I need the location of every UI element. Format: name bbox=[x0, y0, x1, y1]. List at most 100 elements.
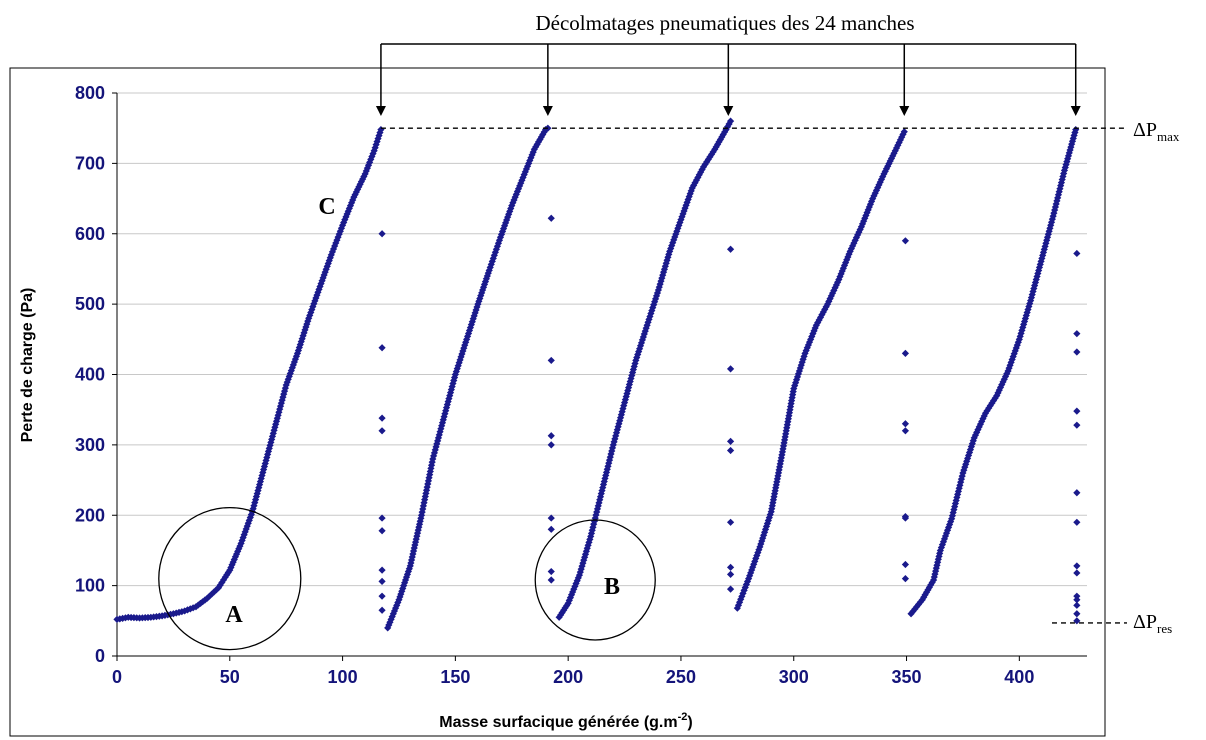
y-tick-label: 600 bbox=[75, 224, 105, 244]
data-point bbox=[558, 609, 566, 617]
data-point bbox=[296, 340, 304, 349]
data-point bbox=[950, 506, 958, 514]
data-point bbox=[661, 262, 669, 270]
data-point bbox=[1025, 302, 1033, 311]
data-point bbox=[673, 227, 681, 235]
data-point bbox=[918, 596, 926, 604]
data-point bbox=[448, 382, 456, 391]
data-point bbox=[901, 427, 910, 435]
data-point bbox=[1069, 134, 1077, 142]
data-point bbox=[901, 237, 910, 245]
data-point bbox=[547, 214, 555, 222]
data-point bbox=[894, 141, 902, 149]
data-point bbox=[975, 423, 983, 431]
data-point bbox=[437, 425, 445, 433]
data-point bbox=[927, 581, 935, 589]
data-point bbox=[264, 450, 272, 459]
data-point bbox=[797, 361, 805, 369]
data-point bbox=[242, 525, 250, 533]
data-point bbox=[890, 149, 898, 157]
data-point bbox=[1047, 221, 1055, 229]
data-point bbox=[506, 207, 514, 215]
data-point bbox=[478, 289, 486, 297]
data-point bbox=[631, 359, 639, 368]
data-point bbox=[257, 474, 265, 483]
data-point bbox=[802, 346, 810, 355]
data-point bbox=[846, 247, 854, 255]
data-point bbox=[432, 443, 440, 451]
data-point bbox=[396, 593, 404, 601]
data-point bbox=[348, 199, 356, 207]
data-point bbox=[691, 179, 699, 187]
data-point bbox=[604, 462, 612, 470]
data-point bbox=[726, 437, 735, 445]
data-point bbox=[759, 534, 767, 542]
data-point bbox=[590, 517, 599, 525]
data-point bbox=[444, 398, 452, 406]
data-point bbox=[1073, 348, 1081, 356]
data-point bbox=[726, 365, 735, 373]
x-axis-title-main: Masse surfacique générée (g.m bbox=[439, 714, 677, 731]
data-point bbox=[581, 550, 590, 558]
data-point bbox=[954, 487, 963, 495]
data-point bbox=[742, 580, 750, 589]
data-point bbox=[934, 558, 942, 566]
data-point bbox=[952, 496, 960, 505]
data-point bbox=[419, 505, 427, 513]
data-point bbox=[761, 528, 769, 536]
data-point bbox=[600, 477, 608, 486]
data-point bbox=[763, 519, 772, 528]
data-point bbox=[1003, 370, 1011, 378]
data-point bbox=[592, 511, 600, 519]
y-tick-label: 700 bbox=[75, 153, 105, 173]
data-point bbox=[752, 554, 760, 563]
y-tick-label: 0 bbox=[95, 646, 105, 666]
data-point bbox=[415, 523, 423, 531]
data-point bbox=[387, 615, 395, 624]
data-point bbox=[340, 218, 348, 227]
data-point bbox=[900, 128, 908, 136]
annotation-label-b: B bbox=[604, 574, 620, 600]
annotation-circle-a bbox=[158, 506, 302, 651]
data-point bbox=[639, 333, 647, 341]
data-point bbox=[964, 451, 973, 460]
data-point bbox=[964, 454, 972, 462]
data-point bbox=[408, 553, 416, 561]
data-point bbox=[1032, 275, 1040, 284]
data-point bbox=[766, 511, 774, 519]
data-point bbox=[715, 138, 723, 146]
data-point bbox=[585, 538, 593, 546]
data-point bbox=[181, 607, 189, 615]
data-point bbox=[413, 532, 421, 540]
data-point bbox=[822, 303, 830, 311]
data-point bbox=[988, 399, 996, 407]
data-point bbox=[951, 499, 960, 508]
data-point bbox=[488, 257, 496, 265]
data-point bbox=[962, 460, 970, 468]
data-point bbox=[609, 441, 617, 449]
data-point bbox=[807, 335, 815, 343]
data-point bbox=[480, 280, 489, 289]
data-point bbox=[800, 352, 808, 360]
data-point bbox=[901, 560, 910, 569]
data-point bbox=[636, 342, 645, 350]
data-point bbox=[333, 236, 341, 244]
data-point bbox=[525, 159, 533, 167]
data-point bbox=[326, 254, 334, 262]
data-point bbox=[688, 184, 696, 192]
data-point bbox=[289, 361, 297, 369]
data-point bbox=[390, 607, 399, 615]
data-point bbox=[818, 311, 826, 319]
data-point bbox=[649, 304, 657, 312]
data-point bbox=[267, 438, 275, 446]
data-point bbox=[627, 374, 635, 383]
data-point bbox=[1000, 375, 1008, 383]
data-point bbox=[597, 490, 605, 498]
data-point bbox=[814, 318, 822, 327]
data-point bbox=[946, 520, 954, 529]
data-point bbox=[1009, 352, 1017, 361]
data-point bbox=[278, 396, 286, 404]
data-point bbox=[428, 458, 436, 466]
data-point bbox=[999, 378, 1007, 386]
data-point bbox=[395, 596, 403, 604]
